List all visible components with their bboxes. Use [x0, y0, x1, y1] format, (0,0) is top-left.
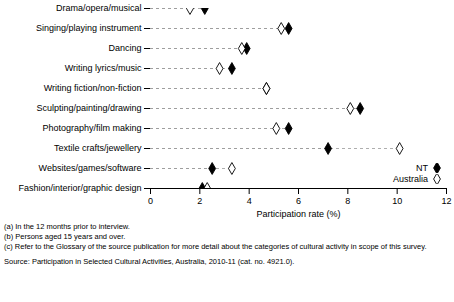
svg-text:Dancing: Dancing [108, 43, 141, 53]
html-text:Source: Participation in Selec: Source: Participation in Selected Cultur… [4, 257, 295, 266]
html-text:Australia: Australia [393, 173, 428, 184]
svg-text:Websites/games/software: Websites/games/software [39, 163, 142, 173]
html-text:(c) Refer to the Glossary of t: (c) Refer to the Glossary of the source … [4, 242, 427, 251]
svg-text:Writing fiction/non-fiction: Writing fiction/non-fiction [44, 83, 142, 93]
svg-text:Fashion/interior/graphic desig: Fashion/interior/graphic design [18, 183, 141, 193]
svg-text:Singing/playing instrument: Singing/playing instrument [36, 23, 142, 33]
html-text:NT: NT [416, 162, 428, 173]
svg-text:Photography/film making: Photography/film making [42, 123, 141, 133]
svg-text:Sculpting/painting/drawing: Sculpting/painting/drawing [36, 103, 141, 113]
svg-text:Textile crafts/jewellery: Textile crafts/jewellery [54, 143, 142, 153]
svg-text:Writing lyrics/music: Writing lyrics/music [65, 63, 142, 73]
svg-text:4: 4 [247, 196, 252, 206]
svg-text:0: 0 [148, 196, 153, 206]
svg-text:10: 10 [392, 196, 402, 206]
svg-text:8: 8 [345, 196, 350, 206]
svg-text:6: 6 [296, 196, 301, 206]
svg-text:12: 12 [441, 196, 451, 206]
html-text:(a) In the 12 months prior to: (a) In the 12 months prior to interview. [4, 222, 130, 231]
svg-text:Participation rate (%): Participation rate (%) [256, 209, 340, 219]
svg-text:Drama/opera/musical: Drama/opera/musical [56, 3, 142, 13]
html-text:(b) Persons aged 15 years and: (b) Persons aged 15 years and over. [4, 232, 126, 241]
svg-text:2: 2 [197, 196, 202, 206]
